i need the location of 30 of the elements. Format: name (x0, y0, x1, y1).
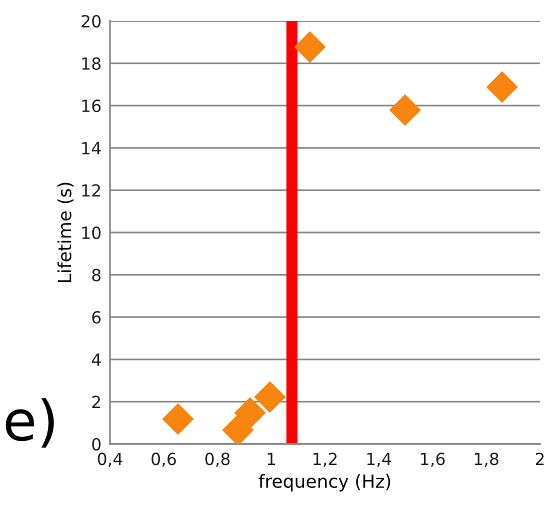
x-tick-label: 1,8 (474, 452, 498, 467)
y-tick-label: 12 (82, 184, 100, 197)
x-tick-label: 2 (536, 452, 544, 465)
x-tick-label: 1,6 (421, 452, 445, 467)
point (389, 94, 421, 126)
y-tick-label: 18 (82, 57, 101, 70)
x-tick-label: 0,6 (152, 452, 176, 467)
point (486, 71, 518, 103)
point (294, 31, 326, 63)
x-tick-label: 1,4 (367, 452, 392, 467)
y-tick-label: 2 (92, 396, 100, 408)
point (222, 414, 254, 444)
y-tick-label: 20 (82, 14, 101, 28)
y-tick-label: 16 (82, 100, 101, 112)
x-tick-label: 1,2 (314, 452, 337, 467)
point (254, 381, 286, 413)
text: e) (6, 398, 54, 448)
y-tick-label: 0 (92, 438, 101, 451)
y-tick-label: 14 (82, 142, 101, 154)
y-tick-label: 4 (92, 354, 101, 366)
y-tick-label: 6 (92, 311, 101, 324)
point (162, 403, 194, 435)
x-tick-label: 0,8 (205, 452, 230, 467)
y-tick-label: 10 (82, 226, 101, 240)
y-axis-title: Lifetime (s) (57, 182, 74, 282)
x-tick-label: 0,4 (98, 452, 122, 467)
point (234, 397, 266, 429)
x-tick-label: 1 (268, 452, 276, 465)
x-axis-title: frequency (Hz) (258, 474, 390, 492)
y-tick-label: 8 (92, 268, 101, 282)
